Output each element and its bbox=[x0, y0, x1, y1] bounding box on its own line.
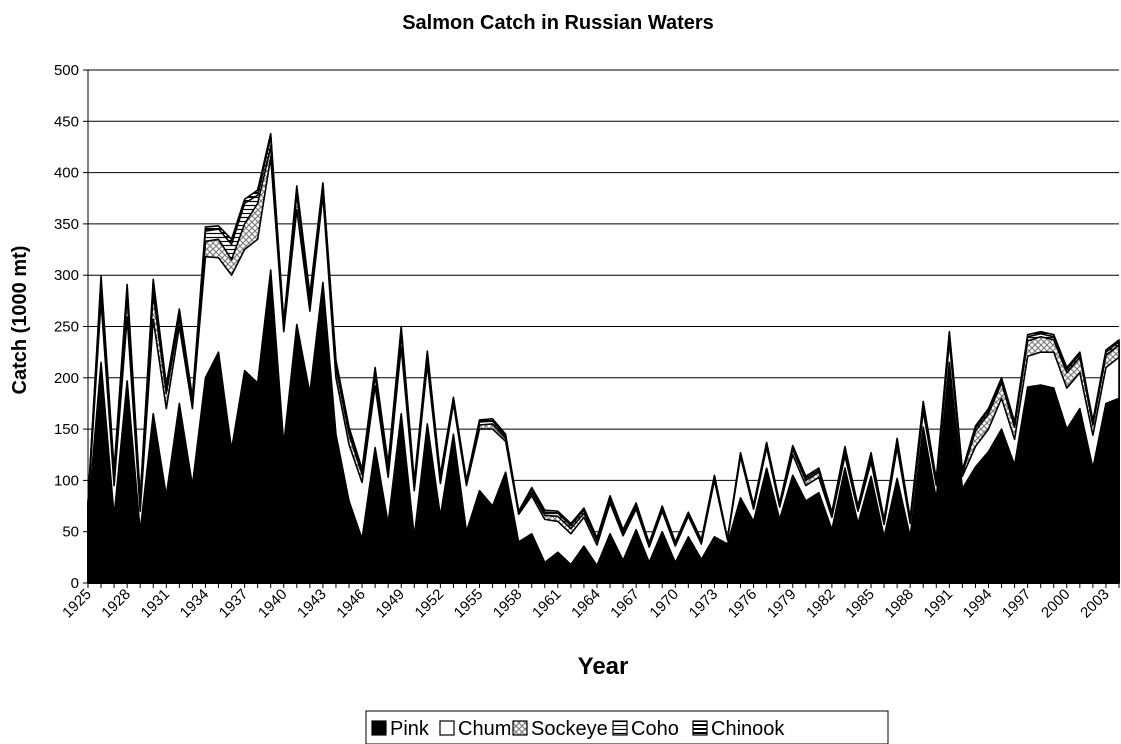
x-tick-label: 1940 bbox=[255, 586, 291, 622]
legend-label: Chum bbox=[458, 718, 511, 740]
y-tick-label: 500 bbox=[54, 62, 79, 79]
x-tick-label: 1961 bbox=[529, 586, 565, 622]
y-tick-label: 300 bbox=[54, 267, 79, 284]
y-tick-label: 50 bbox=[62, 524, 79, 541]
y-tick-label: 200 bbox=[54, 370, 79, 387]
x-tick-label: 1973 bbox=[686, 586, 722, 622]
chart-title: Salmon Catch in Russian Waters bbox=[402, 12, 714, 34]
y-axis-title: Catch (1000 mt) bbox=[9, 246, 31, 395]
x-tick-label: 1946 bbox=[333, 586, 369, 622]
x-tick-label: 1979 bbox=[764, 586, 800, 622]
legend: Pink Chum Sockeye Coho Chinook bbox=[365, 710, 889, 744]
x-tick-label: 1943 bbox=[294, 586, 330, 622]
series-areas bbox=[87, 132, 1120, 584]
x-tick-label: 1991 bbox=[921, 586, 957, 622]
x-tick-label: 1937 bbox=[216, 586, 252, 622]
legend-swatch bbox=[512, 720, 528, 736]
x-tick-label: 1967 bbox=[607, 586, 643, 622]
x-tick-label: 1964 bbox=[568, 586, 604, 622]
legend-item-chinook: Chinook bbox=[692, 718, 785, 740]
y-tick-label: 250 bbox=[54, 319, 79, 336]
legend-label: Chinook bbox=[711, 718, 785, 740]
x-axis-title: Year bbox=[578, 653, 629, 680]
y-tick-label: 0 bbox=[71, 575, 79, 592]
legend-swatch bbox=[439, 720, 455, 736]
legend-item-sockeye: Sockeye bbox=[512, 718, 608, 740]
x-tick-label: 1970 bbox=[646, 586, 682, 622]
x-tick-label: 2000 bbox=[1038, 586, 1074, 622]
y-tick-label: 350 bbox=[54, 216, 79, 233]
legend-item-chum: Chum bbox=[439, 718, 511, 740]
y-tick-label: 400 bbox=[54, 165, 79, 182]
legend-label: Coho bbox=[631, 718, 679, 740]
x-tick-label: 1976 bbox=[725, 586, 761, 622]
legend-item-coho: Coho bbox=[612, 718, 679, 740]
x-tick-label: 1988 bbox=[881, 586, 917, 622]
x-tick-label: 1952 bbox=[412, 586, 448, 622]
y-tick-label: 100 bbox=[54, 472, 79, 489]
x-tick-label: 2003 bbox=[1077, 586, 1113, 622]
x-tick-label: 1949 bbox=[372, 586, 408, 622]
x-tick-label: 1958 bbox=[490, 586, 526, 622]
x-tick-label: 1934 bbox=[177, 586, 213, 622]
x-tick-label: 1931 bbox=[138, 586, 174, 622]
x-tick-label: 1928 bbox=[98, 586, 134, 622]
area-chum bbox=[87, 156, 1120, 584]
y-tick-labels: 0 50 100 150 200 250 300 350 400 450 500 bbox=[54, 62, 88, 592]
x-tick-label: 1997 bbox=[999, 586, 1035, 622]
legend-label: Sockeye bbox=[531, 718, 608, 740]
y-tick-label: 150 bbox=[54, 421, 79, 438]
legend-label: Pink bbox=[390, 718, 430, 740]
x-tick-label: 1925 bbox=[59, 586, 95, 622]
x-tick-labels: 1925 1928 1931 1934 1937 1940 1943 1946 1949 1952… bbox=[59, 583, 1120, 622]
legend-swatch bbox=[612, 720, 628, 736]
legend-swatch bbox=[692, 720, 708, 736]
x-tick-label: 1955 bbox=[451, 586, 487, 622]
legend-item-pink: Pink bbox=[371, 718, 430, 740]
legend-swatch bbox=[371, 720, 387, 736]
x-tick-label: 1994 bbox=[960, 586, 996, 622]
x-tick-label: 1982 bbox=[803, 586, 839, 622]
area-pink bbox=[87, 269, 1120, 584]
y-tick-label: 450 bbox=[54, 113, 79, 130]
x-tick-label: 1985 bbox=[842, 586, 878, 622]
